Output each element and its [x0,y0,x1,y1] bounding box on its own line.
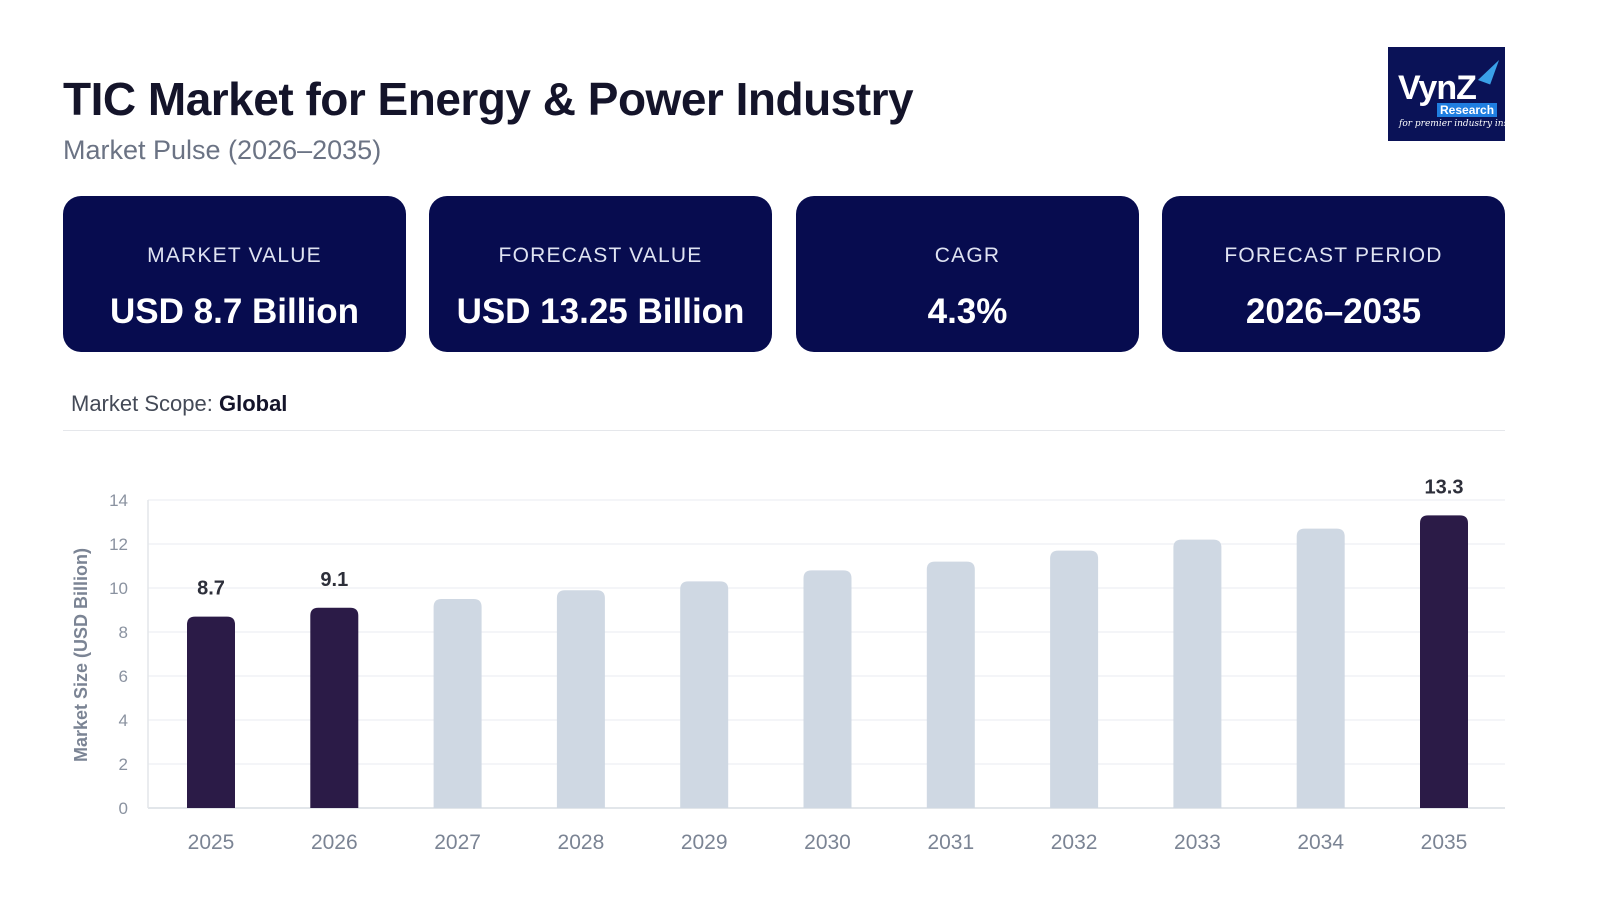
bar-2033 [1173,539,1222,808]
bar-2034 [1296,528,1345,808]
y-tick-label: 8 [119,623,128,642]
logo-text: VynZ [1398,69,1477,107]
card-value: USD 8.7 Billion [110,292,359,331]
card-label: CAGR [934,244,1001,267]
bar-2028 [556,590,605,808]
card-label: MARKET VALUE [147,244,322,267]
card-label: FORECAST PERIOD [1224,244,1443,267]
data-label: 13.3 [1425,476,1464,498]
card-value: 2026–2035 [1245,292,1422,331]
forecast-value-card: FORECAST VALUE USD 13.25 Billion [429,196,772,352]
y-tick-label: 2 [119,755,128,774]
bar-2035 [1420,515,1468,808]
card-value: 4.3% [927,292,1008,331]
x-tick-label: 2029 [681,831,728,854]
x-tick-label: 2030 [804,831,851,854]
x-tick-label: 2031 [927,831,974,854]
bar-2031 [926,561,975,808]
y-axis-label: Market Size (USD Billion) [71,548,91,762]
x-tick-label: 2034 [1297,831,1344,854]
card-label: FORECAST VALUE [498,244,703,267]
forecast-period-card: FORECAST PERIOD 2026–2035 [1162,196,1505,352]
y-tick-label: 10 [109,579,128,598]
x-tick-label: 2028 [558,831,605,854]
x-tick-label: 2027 [434,831,481,854]
vynz-research-logo: VynZ Research for premier industry insig… [1388,47,1531,141]
logo-tagline: for premier industry insights [1399,119,1531,129]
page-title: TIC Market for Energy & Power Industry [63,73,914,125]
bar-2025 [187,616,235,808]
logo-badge: Research [1437,103,1498,117]
cagr-card: CAGR 4.3% [796,196,1139,352]
bar-2026 [310,607,359,808]
bar-2027 [433,599,482,808]
x-tick-label: 2035 [1421,831,1468,854]
y-tick-label: 4 [119,711,128,730]
market-scope: Market Scope: Global [71,391,287,417]
x-tick-label: 2033 [1174,831,1221,854]
bar-2032 [1050,550,1099,808]
market-value-card: MARKET VALUE USD 8.7 Billion [63,196,406,352]
card-value: USD 13.25 Billion [456,292,745,331]
divider [63,430,1505,431]
y-tick-label: 14 [109,491,128,510]
y-tick-label: 0 [119,799,128,818]
x-tick-label: 2025 [188,831,235,854]
x-tick-label: 2032 [1051,831,1098,854]
data-label: 8.7 [197,578,225,600]
bar-2029 [680,581,729,808]
bar-2030 [803,570,852,808]
page-subtitle: Market Pulse (2026–2035) [63,135,382,165]
scope-value: Global [218,391,288,416]
y-tick-label: 12 [109,535,128,554]
y-tick-label: 6 [119,667,128,686]
x-tick-label: 2026 [311,831,358,854]
data-label: 9.1 [320,569,348,591]
scope-label: Market Scope: [71,391,213,416]
